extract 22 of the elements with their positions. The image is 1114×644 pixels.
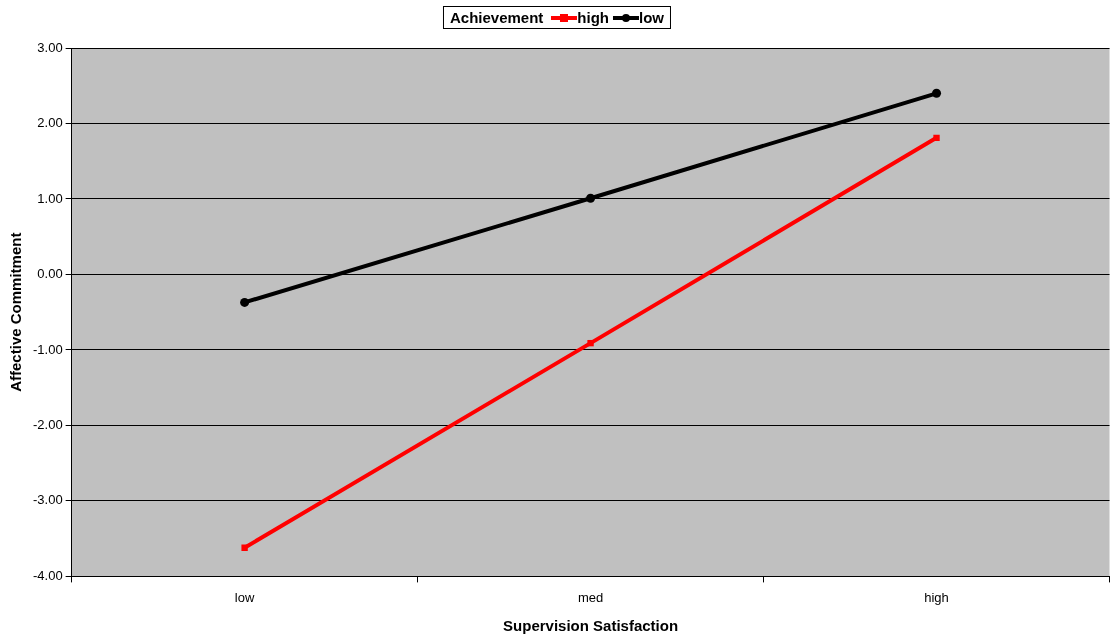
y-tick-label: 3.00 — [37, 39, 63, 55]
legend-title: Achievement — [449, 9, 544, 26]
y-tick-label: -2.00 — [32, 417, 63, 433]
y-tick-label: -1.00 — [32, 341, 63, 357]
point — [241, 544, 248, 551]
legend-label: high — [577, 9, 610, 26]
legend-label: low — [639, 9, 665, 26]
y-tick-label: 2.00 — [37, 115, 63, 131]
y-tick-label: -3.00 — [32, 492, 63, 508]
x-tick-label: med — [577, 589, 604, 605]
y-tick-label: -4.00 — [32, 567, 63, 583]
point — [586, 193, 596, 203]
y-axis-title: Affective Commitment — [7, 232, 25, 392]
x-axis-title: Supervision Satisfaction — [503, 617, 679, 635]
point — [932, 88, 942, 98]
point — [240, 297, 250, 307]
x-tick-label: high — [924, 589, 949, 605]
y-tick-label: 1.00 — [37, 190, 63, 206]
y-tick-label: 0.00 — [37, 266, 63, 282]
point — [933, 134, 940, 142]
x-tick-label: low — [234, 589, 255, 605]
point — [587, 339, 594, 347]
